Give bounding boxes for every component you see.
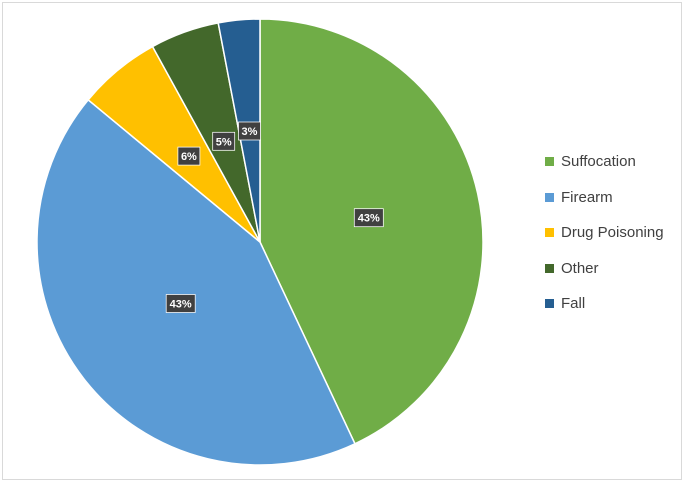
svg-text:6%: 6% <box>181 151 197 163</box>
legend-label-suffocation: Suffocation <box>561 153 636 171</box>
data-label-other: 5% <box>212 131 236 151</box>
legend-label-fall: Fall <box>561 295 586 313</box>
legend-item-suffocation: Suffocation <box>545 144 664 180</box>
pie-slice-firearm <box>36 98 356 466</box>
legend-swatch-fall <box>545 299 554 309</box>
data-label-firearm: 43% <box>165 294 196 313</box>
legend: Suffocation Firearm Drug Poisoning Other… <box>545 144 664 322</box>
legend-label-drug-poisoning: Drug Poisoning <box>561 224 664 242</box>
data-label-drug-poisoning: 6% <box>177 146 201 166</box>
legend-item-drug-poisoning: Drug Poisoning <box>545 215 664 251</box>
svg-text:43%: 43% <box>170 299 192 311</box>
legend-swatch-suffocation <box>545 157 554 167</box>
legend-label-firearm: Firearm <box>561 188 613 206</box>
svg-text:5%: 5% <box>216 136 232 148</box>
data-label-suffocation: 43% <box>353 208 384 228</box>
legend-label-other: Other <box>561 259 599 277</box>
legend-swatch-firearm <box>545 192 554 202</box>
legend-item-other: Other <box>545 251 664 287</box>
legend-swatch-drug-poisoning <box>545 228 554 238</box>
pie-slice-suffocation <box>259 18 484 445</box>
svg-text:3%: 3% <box>242 126 258 138</box>
legend-item-fall: Fall <box>545 286 664 322</box>
legend-swatch-other <box>545 263 554 273</box>
svg-text:43%: 43% <box>358 213 380 225</box>
legend-item-firearm: Firearm <box>545 180 664 216</box>
data-label-fall: 3% <box>238 121 261 141</box>
